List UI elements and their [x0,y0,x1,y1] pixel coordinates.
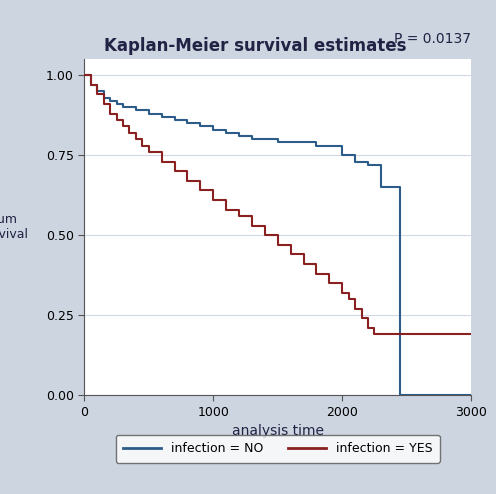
Legend: infection = NO, infection = YES: infection = NO, infection = YES [116,435,440,463]
Text: Kaplan-Meier survival estimates: Kaplan-Meier survival estimates [104,37,406,55]
Y-axis label: cum
survival: cum survival [0,213,29,241]
Text: P = 0.0137: P = 0.0137 [394,32,471,46]
X-axis label: analysis time: analysis time [232,424,324,438]
